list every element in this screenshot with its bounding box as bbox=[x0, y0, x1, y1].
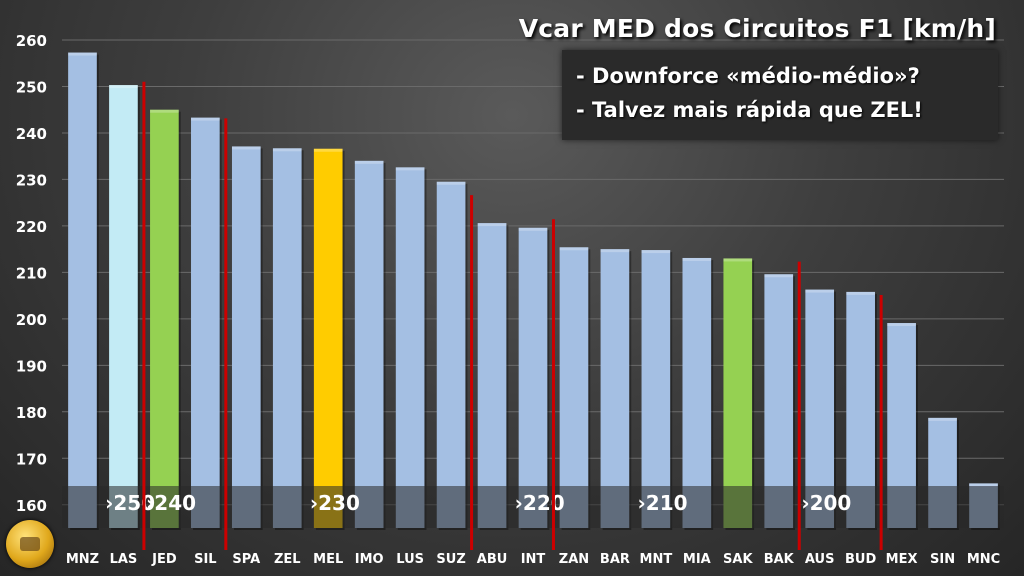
bar-highlight bbox=[150, 109, 179, 113]
bar-highlight bbox=[68, 52, 97, 56]
y-axis-ticks: 160 170 180 190 200 210 220 230 240 250 260 bbox=[16, 32, 47, 515]
bar-sak bbox=[723, 258, 753, 528]
y-tick-label: 190 bbox=[16, 357, 47, 375]
bar-highlight bbox=[477, 223, 507, 227]
y-tick-label: 170 bbox=[16, 450, 47, 468]
annotation-box: - Downforce «médio-médio»? - Talvez mais… bbox=[562, 50, 998, 140]
band-strip bbox=[62, 486, 1004, 528]
x-tick-label: SPA bbox=[232, 552, 260, 567]
x-tick-label: MIA bbox=[683, 552, 711, 567]
x-tick-label: BAK bbox=[764, 552, 795, 567]
x-tick-label: MNC bbox=[967, 552, 1000, 567]
bar-sil bbox=[191, 117, 220, 528]
x-tick-label: SUZ bbox=[436, 552, 465, 567]
bar-highlight bbox=[559, 247, 589, 251]
bar-highlight bbox=[231, 146, 261, 150]
band-label: ›210 bbox=[638, 491, 688, 515]
bar-highlight bbox=[969, 483, 998, 487]
bar-highlight bbox=[641, 250, 671, 254]
bar-mnt bbox=[641, 250, 671, 528]
bar-abu bbox=[477, 223, 507, 528]
bar-highlight bbox=[723, 258, 753, 262]
band-label: ›220 bbox=[515, 491, 565, 515]
bar-highlight bbox=[436, 181, 466, 185]
x-tick-label: ABU bbox=[477, 552, 508, 567]
x-tick-label: SIL bbox=[194, 552, 216, 567]
bar-zan bbox=[559, 247, 589, 528]
bar-highlight bbox=[805, 289, 835, 293]
bar-mia bbox=[682, 257, 712, 528]
bar-highlight bbox=[682, 257, 712, 261]
annotation-line-1: - Downforce «médio-médio»? bbox=[576, 64, 920, 88]
bar-highlight bbox=[600, 249, 630, 253]
y-tick-label: 250 bbox=[16, 78, 47, 96]
bar-int bbox=[518, 227, 548, 529]
x-tick-label: MNT bbox=[640, 552, 673, 567]
bar-bak bbox=[764, 274, 794, 528]
y-tick-label: 160 bbox=[16, 497, 47, 515]
x-tick-label: SAK bbox=[723, 552, 753, 567]
bar-highlight bbox=[272, 148, 302, 152]
x-tick-label: AUS bbox=[805, 552, 835, 567]
bar-zel bbox=[272, 148, 302, 528]
bar-highlight bbox=[109, 85, 138, 89]
brand-logo-icon bbox=[6, 520, 54, 568]
x-tick-label: JED bbox=[151, 552, 177, 567]
x-tick-label: SIN bbox=[930, 552, 955, 567]
band-label: ›230 bbox=[310, 491, 360, 515]
bar-mnz bbox=[68, 52, 97, 528]
bar-las bbox=[109, 85, 138, 528]
annotation-line-2: - Talvez mais rápida que ZEL! bbox=[576, 98, 923, 122]
x-tick-label: LAS bbox=[110, 552, 138, 567]
x-tick-label: BUD bbox=[845, 552, 876, 567]
x-tick-label: ZEL bbox=[274, 552, 301, 567]
bar-suz bbox=[436, 181, 466, 528]
band-label: ›250 bbox=[105, 491, 155, 515]
bar-highlight bbox=[354, 160, 384, 164]
bar-highlight bbox=[764, 274, 794, 278]
group-separators bbox=[142, 81, 883, 550]
y-tick-label: 260 bbox=[16, 32, 47, 50]
threshold-band: ›250›240 ›230 ›220 ›210 ›200 bbox=[62, 486, 1004, 528]
y-tick-label: 180 bbox=[16, 404, 47, 422]
bar-highlight bbox=[887, 323, 916, 327]
y-tick-label: 230 bbox=[16, 171, 47, 189]
x-tick-label: LUS bbox=[396, 552, 424, 567]
x-tick-label: ZAN bbox=[559, 552, 589, 567]
x-tick-label: INT bbox=[521, 552, 546, 567]
x-tick-label: BAR bbox=[600, 552, 630, 567]
bar-highlight bbox=[518, 227, 548, 231]
bar-highlight bbox=[846, 291, 875, 295]
y-tick-label: 220 bbox=[16, 218, 47, 236]
y-tick-label: 210 bbox=[16, 264, 47, 282]
bar-imo bbox=[354, 160, 384, 529]
x-tick-label: MNZ bbox=[66, 552, 99, 567]
bar-lus bbox=[395, 167, 425, 528]
band-label: ›240 bbox=[146, 491, 196, 515]
y-tick-label: 200 bbox=[16, 311, 47, 329]
band-label: ›200 bbox=[801, 491, 851, 515]
bar-jed bbox=[150, 109, 179, 528]
bar-highlight bbox=[191, 117, 220, 121]
bar-mel bbox=[313, 148, 343, 529]
bar-highlight bbox=[395, 167, 425, 171]
y-tick-label: 240 bbox=[16, 125, 47, 143]
x-axis-ticks: MNZ LAS JED SIL SPA ZEL MEL IMO LUS SUZ ABU INT ZAN B… bbox=[66, 552, 1000, 567]
bar-bar bbox=[600, 249, 630, 528]
bar-highlight bbox=[313, 148, 343, 152]
x-tick-label: IMO bbox=[355, 552, 384, 567]
bar-highlight bbox=[928, 417, 957, 421]
x-tick-label: MEL bbox=[313, 552, 343, 567]
x-tick-label: MEX bbox=[886, 552, 918, 567]
chart-title: Vcar MED dos Circuitos F1 [km/h] bbox=[518, 14, 996, 43]
bar-spa bbox=[231, 146, 261, 528]
